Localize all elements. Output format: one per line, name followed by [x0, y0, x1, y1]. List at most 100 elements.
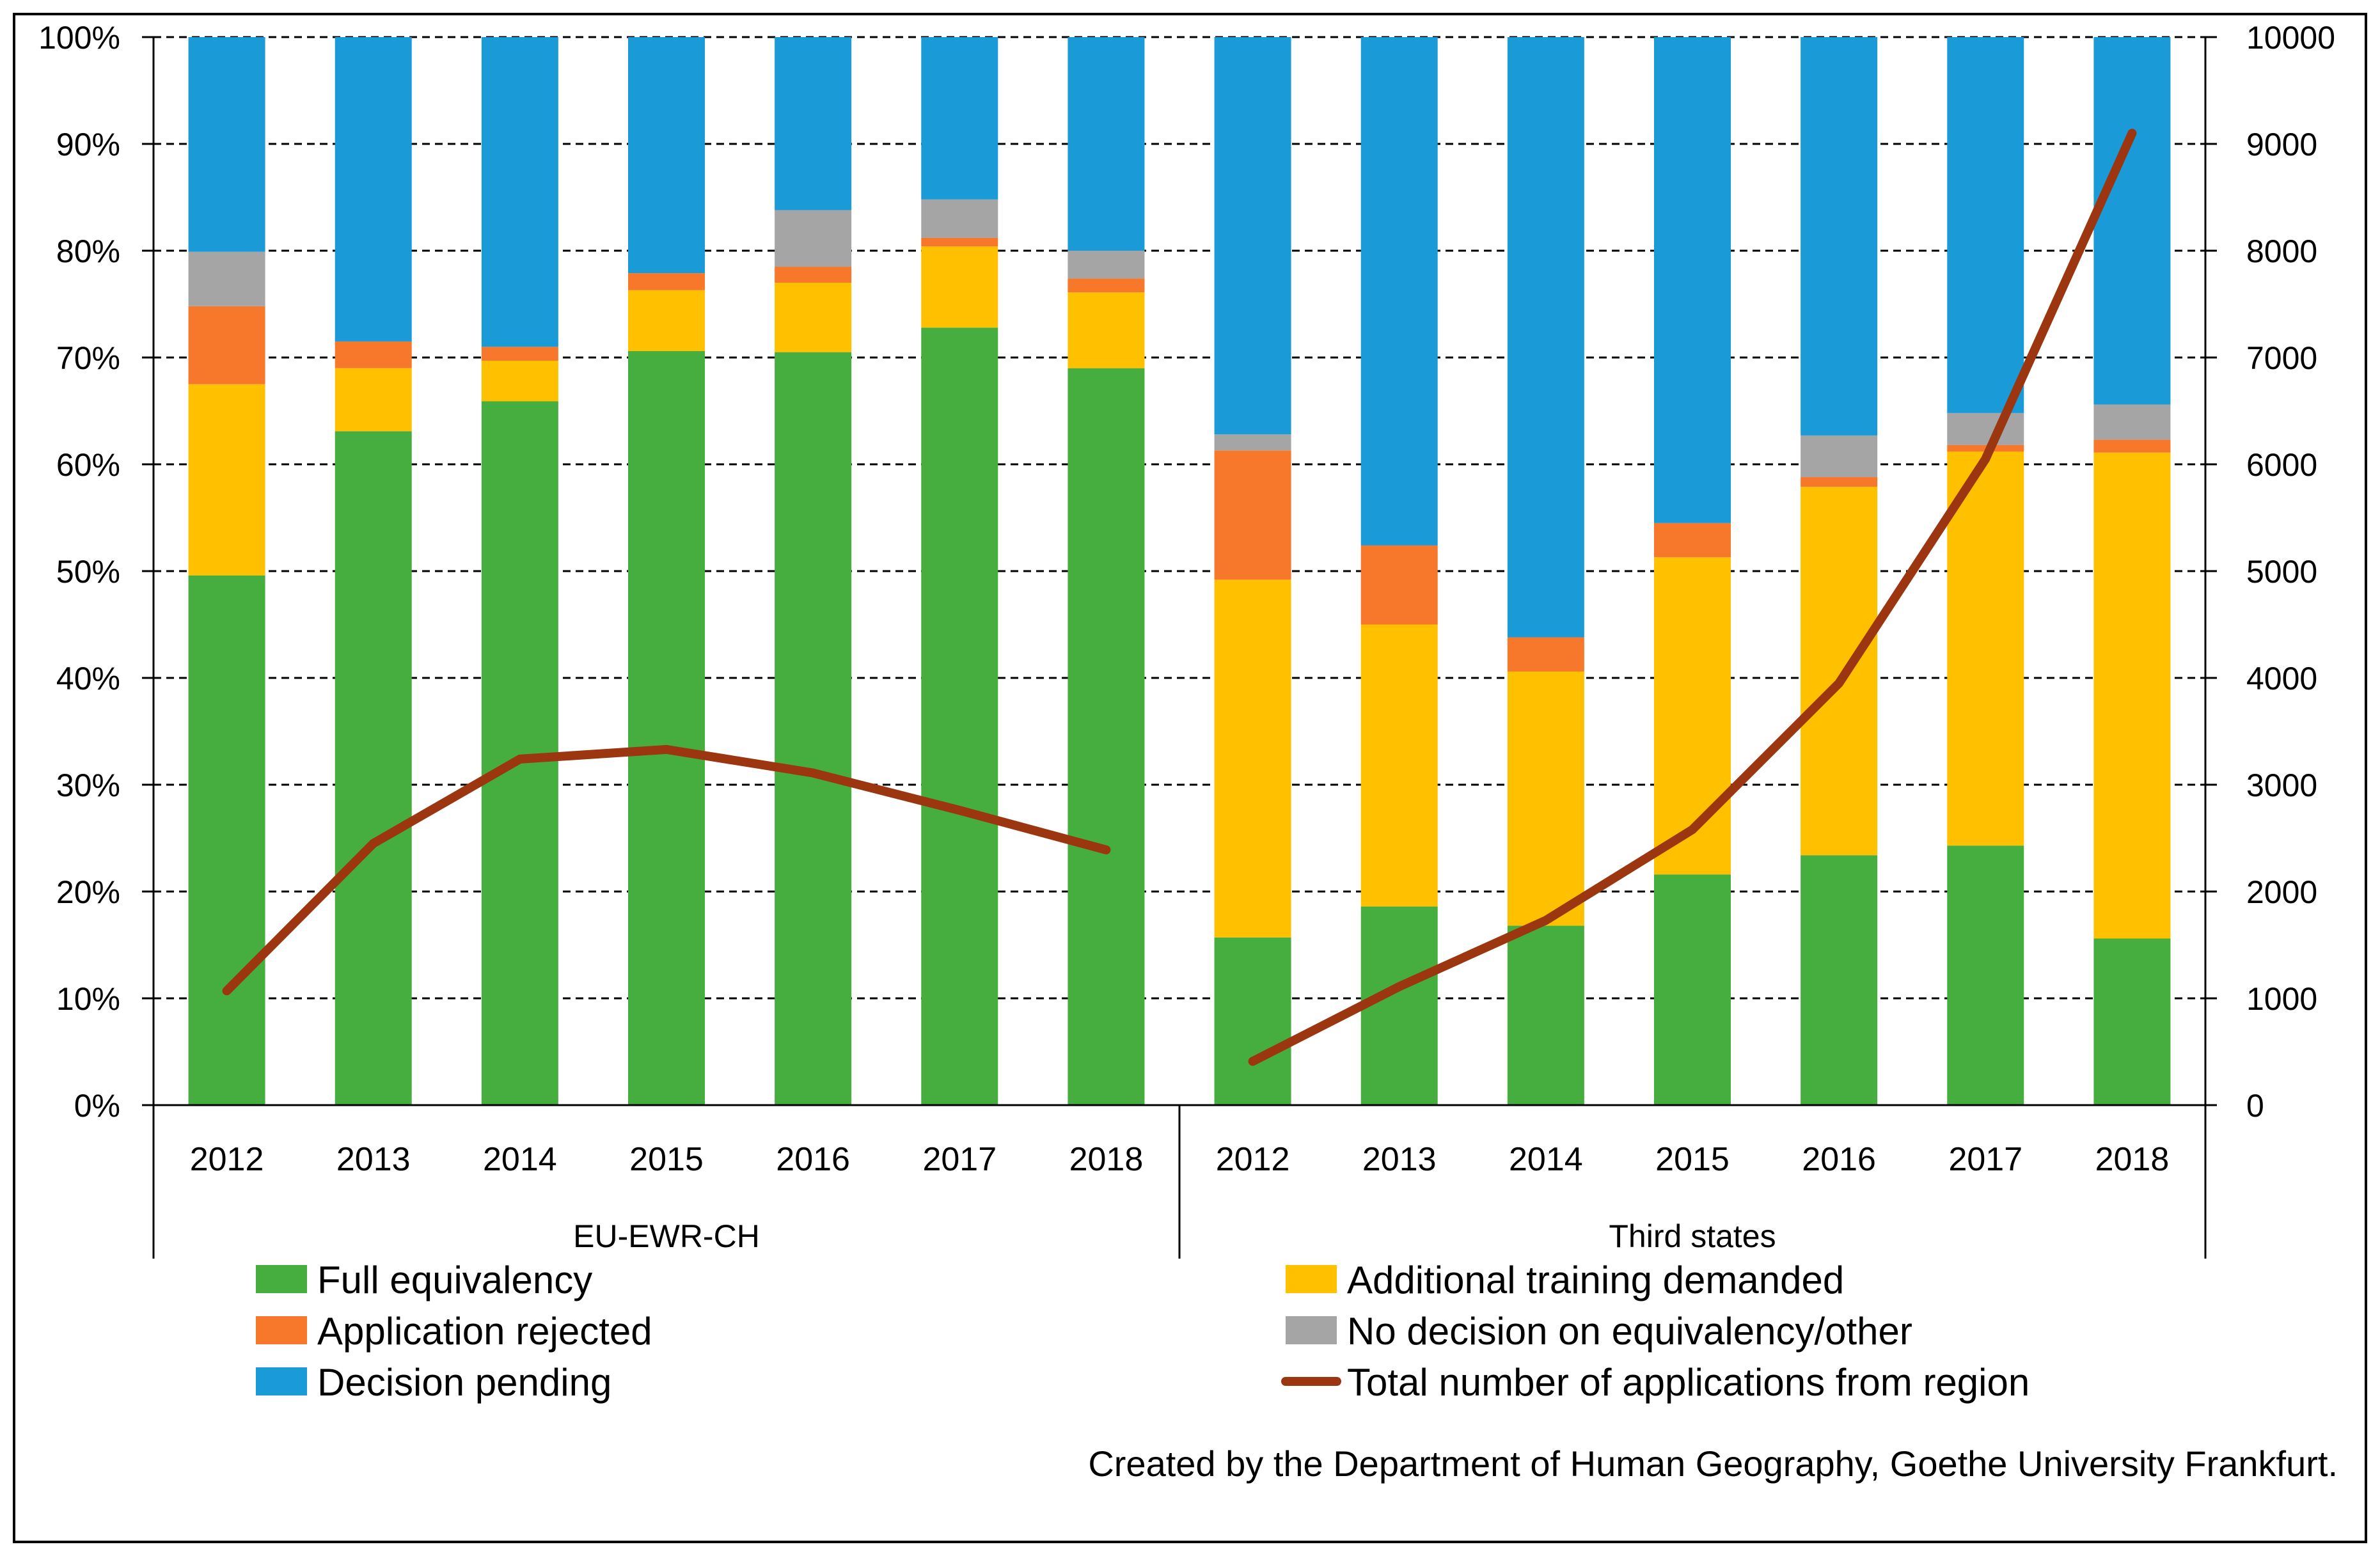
bar-segment: [1801, 487, 1878, 856]
bar-segment: [1801, 855, 1878, 1105]
bar-segment: [188, 306, 265, 384]
bar-segment: [775, 283, 852, 352]
total-applications-line-group: [222, 129, 2137, 1066]
bar-segment: [628, 37, 705, 274]
bar-segment: [628, 350, 705, 1105]
right-tick-label: 7000: [2246, 340, 2317, 376]
bar-segment: [1801, 477, 1878, 487]
left-tick-label: 30%: [56, 767, 120, 803]
right-tick-label: 10000: [2246, 20, 2335, 56]
bar-segment: [1214, 37, 1291, 435]
right-tick-label: 9000: [2246, 127, 2317, 162]
bar-segment: [1654, 557, 1731, 875]
bar-segment: [1507, 37, 1584, 638]
legend-swatch: [1286, 1316, 1337, 1344]
bar-segment: [1068, 278, 1145, 293]
bar-segment: [921, 199, 998, 238]
right-tick-label: 6000: [2246, 447, 2317, 483]
legend-swatch: [1286, 1265, 1337, 1293]
left-tick-label: 70%: [56, 340, 120, 376]
x-tick-label: 2017: [922, 1141, 997, 1178]
bar-segment: [1360, 37, 1438, 546]
bar-segment: [335, 431, 412, 1105]
x-tick-label: 2015: [629, 1141, 704, 1178]
x-tick-label: 2018: [2095, 1141, 2170, 1178]
bar-segment: [921, 246, 998, 328]
bar-segment: [1507, 671, 1584, 926]
bar-segment: [1068, 251, 1145, 279]
bar-segment: [1654, 874, 1731, 1105]
bar-segment: [1068, 368, 1145, 1106]
bar-segment: [481, 347, 558, 361]
bar-segment: [188, 251, 265, 306]
gridlines: [154, 36, 2205, 1000]
right-tick-label: 1000: [2246, 981, 2317, 1017]
group-label: Third states: [1609, 1218, 1776, 1254]
total-applications-line: [1248, 129, 2137, 1066]
axes: [152, 37, 2207, 1259]
x-tick-label: 2015: [1655, 1141, 1730, 1178]
x-tick-labels: 2012 2013 2014 2015 2016 2017 2018 EU-EWR-CH 201…: [190, 1141, 2170, 1254]
x-tick-label: 2016: [776, 1141, 850, 1178]
bar-segment: [1360, 906, 1438, 1105]
bar-segment: [775, 37, 852, 210]
bar-segment: [1654, 523, 1731, 558]
bar-segment: [628, 290, 705, 351]
bar-segment: [1507, 637, 1584, 672]
right-tick-label: 8000: [2246, 233, 2317, 269]
bar-segment: [775, 352, 852, 1105]
right-tick-label: 0: [2246, 1088, 2264, 1124]
bar-segment: [628, 273, 705, 290]
bar-segment: [921, 237, 998, 247]
bar-segment: [1214, 434, 1291, 451]
bar-segment: [1654, 37, 1731, 523]
left-tick-label: 100%: [38, 20, 120, 56]
figure-border: [13, 13, 2367, 1543]
bar-segment: [188, 384, 265, 576]
bar-segment: [1947, 37, 2024, 413]
left-tick-label: 50%: [56, 554, 120, 590]
legend-swatch: [256, 1265, 307, 1293]
bar-segment: [1507, 925, 1584, 1105]
x-tick-label: 2018: [1069, 1141, 1144, 1178]
bar-segment: [1214, 579, 1291, 938]
bar-segment: [1947, 451, 2024, 846]
legend-label: Total number of applications from region: [1347, 1361, 2029, 1404]
bar-segment: [775, 267, 852, 283]
bar-segment: [2093, 404, 2171, 440]
bar-segment: [1068, 37, 1145, 251]
legend-label: Application rejected: [317, 1310, 652, 1353]
legend-label: Full equivalency: [317, 1259, 592, 1301]
bar-segment: [2093, 439, 2171, 453]
bar-segment: [335, 37, 412, 342]
left-tick-label: 20%: [56, 874, 120, 910]
x-tick-label: 2012: [1216, 1141, 1290, 1178]
axis-ticks: 0% 10% 20% 30% 40% 50% 60% 70% 80% 90% 100% 0 1000 20…: [38, 20, 2335, 1124]
x-tick-label: 2014: [1509, 1141, 1583, 1178]
bar-segment: [481, 37, 558, 347]
bar-segment: [2093, 938, 2171, 1105]
bar-segment: [1068, 292, 1145, 368]
x-tick-label: 2017: [1948, 1141, 2022, 1178]
bar-segment: [335, 368, 412, 432]
left-tick-label: 10%: [56, 981, 120, 1017]
bar-segment: [1947, 413, 2024, 445]
legend-label: Additional training demanded: [1347, 1259, 1844, 1301]
bar-segment: [1801, 37, 1878, 436]
bar-segment: [188, 575, 265, 1105]
left-tick-label: 80%: [56, 233, 120, 269]
legend-label: Decision pending: [317, 1361, 611, 1404]
credit-text: Created by the Department of Human Geogr…: [1088, 1443, 2338, 1484]
bar-segment: [1214, 450, 1291, 580]
x-tick-label: 2016: [1802, 1141, 1876, 1178]
x-tick-label: 2013: [1362, 1141, 1437, 1178]
bar-segment: [921, 327, 998, 1105]
x-tick-label: 2012: [190, 1141, 264, 1178]
bar-segment: [1214, 937, 1291, 1105]
left-tick-label: 0%: [74, 1088, 120, 1124]
legend-swatch: [256, 1316, 307, 1344]
bar-segment: [481, 361, 558, 402]
x-tick-label: 2013: [336, 1141, 411, 1178]
right-tick-label: 5000: [2246, 554, 2317, 590]
group-label: EU-EWR-CH: [573, 1218, 760, 1254]
